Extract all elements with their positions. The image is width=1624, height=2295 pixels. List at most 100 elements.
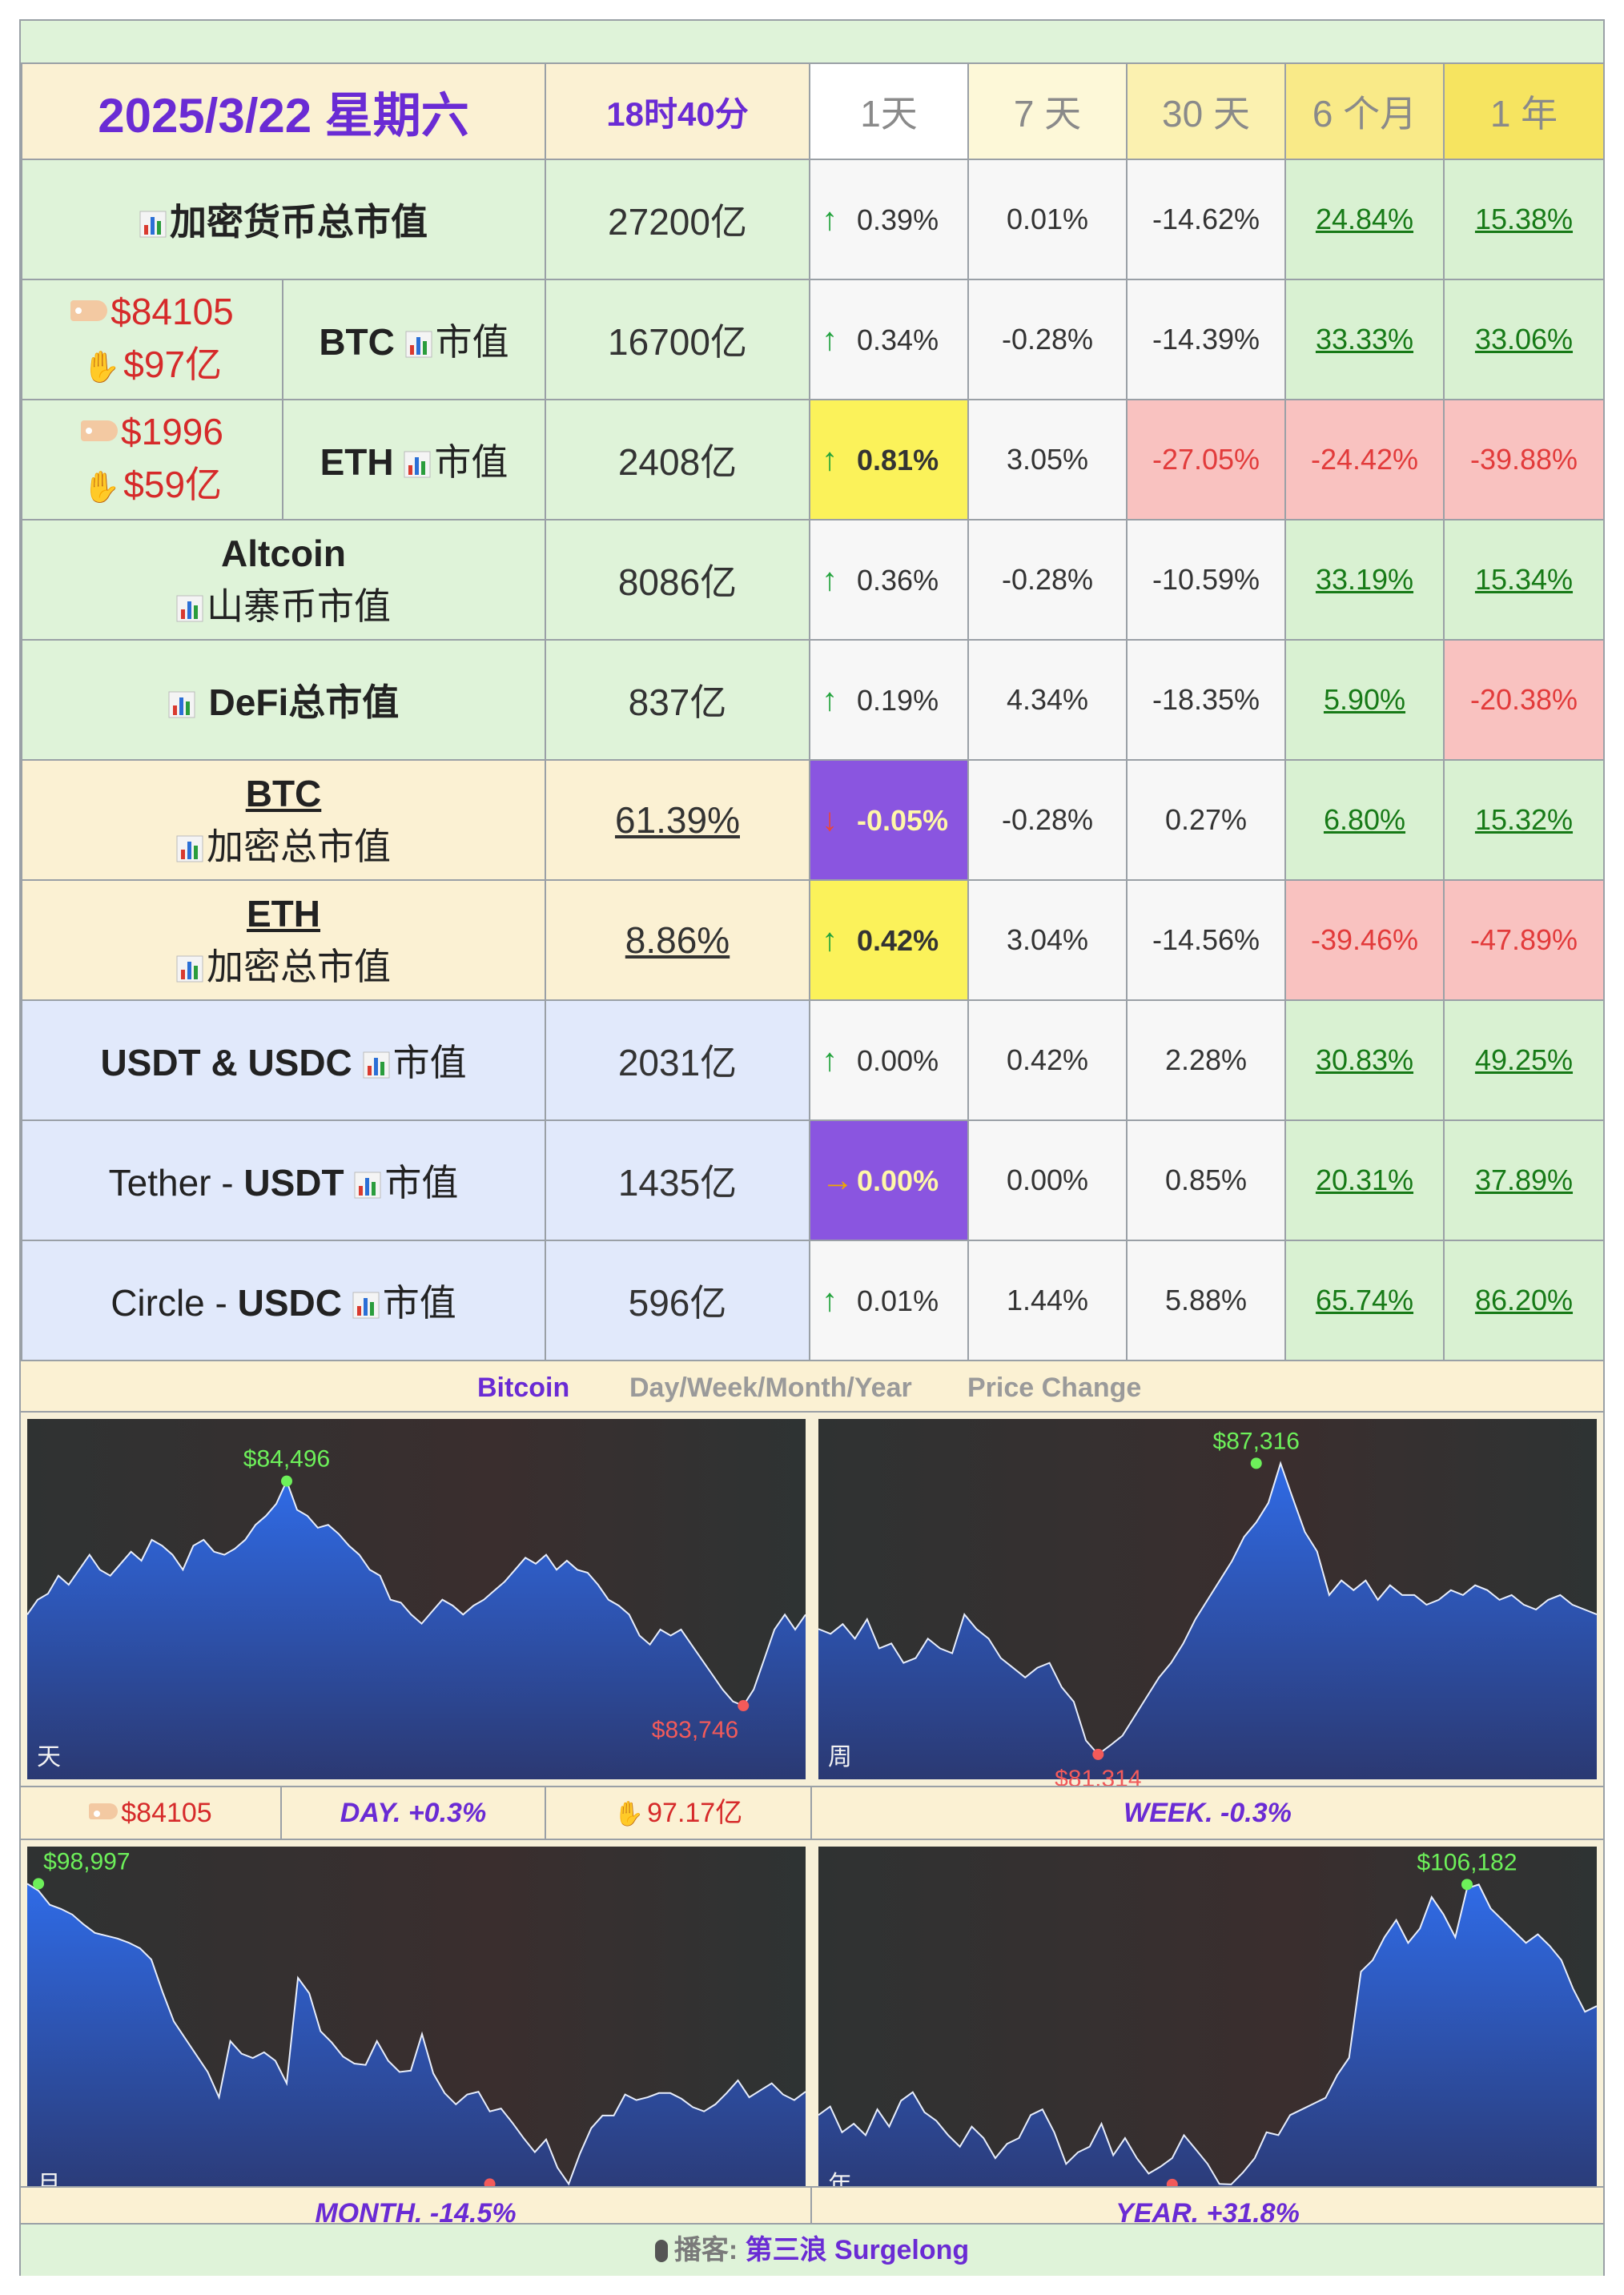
bar-chart-icon	[405, 321, 436, 363]
high-marker	[33, 1878, 45, 1890]
price-line	[26, 1478, 806, 1707]
change-7d: -0.28%	[967, 759, 1128, 881]
row-label: ETH 市值	[282, 399, 546, 520]
change-30d: -14.62%	[1126, 159, 1286, 280]
footer-prefix: 播客:	[673, 2235, 738, 2265]
price-area	[27, 1883, 806, 2207]
change-30d: 0.27%	[1126, 759, 1286, 881]
chart-day-panel: $84,496 $83,746 天	[21, 1413, 812, 1786]
price-area	[818, 1463, 1597, 1779]
microphone-icon	[654, 2240, 668, 2262]
change-1y: 15.34%	[1443, 519, 1605, 641]
section-title-price-change: Price Change	[967, 1373, 1142, 1403]
high-marker	[1250, 1457, 1262, 1469]
row-label: BTC 加密总市值	[21, 759, 546, 881]
bar-chart-icon	[168, 681, 199, 723]
change-7d: 0.01%	[967, 159, 1128, 280]
header-row: 2025/3/22 星期六 18时40分 1天 7 天 30 天 6 个月 1 …	[21, 62, 1605, 160]
change-value: 0.34%	[857, 323, 939, 356]
arrow-up-icon: ↑	[822, 681, 838, 717]
btc-volume: ✋$97亿	[22, 338, 282, 394]
row-label: Tether - USDT 市值	[21, 1119, 546, 1241]
change-1y: -20.38%	[1443, 639, 1605, 761]
market-table: 2025/3/22 星期六 18时40分 1天 7 天 30 天 6 个月 1 …	[21, 62, 1605, 1361]
chart-day: $84,496 $83,746 天	[26, 1419, 806, 1779]
row-value: 16700亿	[545, 279, 810, 400]
change-6m: -39.46%	[1284, 879, 1445, 1001]
row-label: ETH 加密总市值	[21, 879, 546, 1001]
change-1d: ↑ 0.19%	[809, 639, 969, 761]
change-value: 0.81%	[857, 443, 939, 476]
bar-chart-icon	[176, 585, 207, 627]
low-label: $83,746	[652, 1717, 738, 1743]
change-1d: ↑ 0.36%	[809, 519, 969, 641]
strip-day-week: $84105 DAY. +0.3% ✋ 97.17亿 WEEK. -0.3%	[21, 1786, 1603, 1840]
change-7d: -0.28%	[967, 279, 1128, 400]
arrow-up-icon: ↑	[822, 922, 838, 958]
row-label: BTC 市值	[282, 279, 546, 400]
row-value: 2031亿	[545, 999, 810, 1121]
change-1d: ↑ 0.42%	[809, 879, 969, 1001]
strip-day-label: DAY. +0.3%	[282, 1787, 546, 1839]
period-1y: 1 年	[1443, 62, 1605, 160]
price-tag-icon	[81, 420, 119, 441]
row-usdt: Tether - USDT 市值 1435亿 → 0.00% 0.00% 0.85…	[21, 1119, 1605, 1241]
change-1d: ↓ -0.05%	[809, 759, 969, 881]
date-cell: 2025/3/22 星期六	[21, 62, 546, 160]
price-line	[818, 1461, 1598, 1756]
arrow-down-icon: ↓	[822, 802, 838, 838]
row-btc: $84105 ✋$97亿 BTC 市值 16700亿 ↑ 0.34% -0.28%…	[21, 279, 1605, 400]
bar-chart-icon	[354, 1162, 384, 1204]
change-30d: -10.59%	[1126, 519, 1286, 641]
change-1d: ↑ 0.00%	[809, 999, 969, 1121]
change-1y: 86.20%	[1443, 1240, 1605, 1361]
change-1d: → 0.00%	[809, 1119, 969, 1241]
footer-brand: 第三浪 Surgelong	[745, 2235, 970, 2265]
change-1y: 15.38%	[1443, 159, 1605, 280]
price-line	[26, 1883, 806, 2186]
change-30d: 5.88%	[1126, 1240, 1286, 1361]
handshake-icon: ✋	[82, 351, 121, 384]
chart-month-panel: $98,997$77,633月	[21, 1840, 812, 2213]
change-7d: 3.04%	[967, 879, 1128, 1001]
top-strip	[21, 21, 1603, 64]
row-eth: $1996 ✋$59亿 ETH 市值 2408亿 ↑ 0.81% 3.05% -2…	[21, 399, 1605, 520]
row-value: 61.39%	[545, 759, 810, 881]
change-6m: 65.74%	[1284, 1240, 1445, 1361]
change-7d: 1.44%	[967, 1240, 1128, 1361]
change-6m: 33.33%	[1284, 279, 1445, 400]
change-7d: 3.05%	[967, 399, 1128, 520]
low-label: $81,314	[1055, 1766, 1141, 1786]
btc-price-volume: $84105 ✋$97亿	[21, 279, 283, 400]
change-1d: ↑ 0.34%	[809, 279, 969, 400]
change-1y: 37.89%	[1443, 1119, 1605, 1241]
strip-day-volume: ✋ 97.17亿	[546, 1787, 812, 1839]
change-value: -0.05%	[857, 803, 949, 837]
low-marker	[1092, 1748, 1104, 1760]
row-value: 2408亿	[545, 399, 810, 520]
period-30d: 30 天	[1126, 62, 1286, 160]
row-usdc: Circle - USDC 市值 596亿 ↑ 0.01% 1.44% 5.88%…	[21, 1240, 1605, 1361]
bar-chart-icon	[176, 826, 207, 867]
period-7d: 7 天	[967, 62, 1128, 160]
change-30d: 2.28%	[1126, 999, 1286, 1121]
section-title-periods: Day/Week/Month/Year	[629, 1373, 912, 1403]
row-value: 837亿	[545, 639, 810, 761]
change-7d: 4.34%	[967, 639, 1128, 761]
bar-chart-icon	[176, 946, 207, 987]
strip-week-label: WEEK. -0.3%	[1124, 1798, 1292, 1828]
time-cell: 18时40分	[545, 62, 810, 160]
change-7d: 0.42%	[967, 999, 1128, 1121]
change-30d: -18.35%	[1126, 639, 1286, 761]
change-6m: 6.80%	[1284, 759, 1445, 881]
change-1d: ↑ 0.81%	[809, 399, 969, 520]
change-7d: 0.00%	[967, 1119, 1128, 1241]
section-title-bitcoin: Bitcoin	[477, 1373, 570, 1403]
row-stablecoins: USDT & USDC 市值 2031亿 ↑ 0.00% 0.42% 2.28% …	[21, 999, 1605, 1121]
change-value: 0.01%	[857, 1284, 939, 1317]
change-1d: ↑ 0.01%	[809, 1240, 969, 1361]
eth-volume: ✋$59亿	[22, 458, 282, 514]
change-6m: 33.19%	[1284, 519, 1445, 641]
chart-week-panel: $87,316 $81,314 周	[812, 1413, 1603, 1786]
change-6m: 24.84%	[1284, 159, 1445, 280]
